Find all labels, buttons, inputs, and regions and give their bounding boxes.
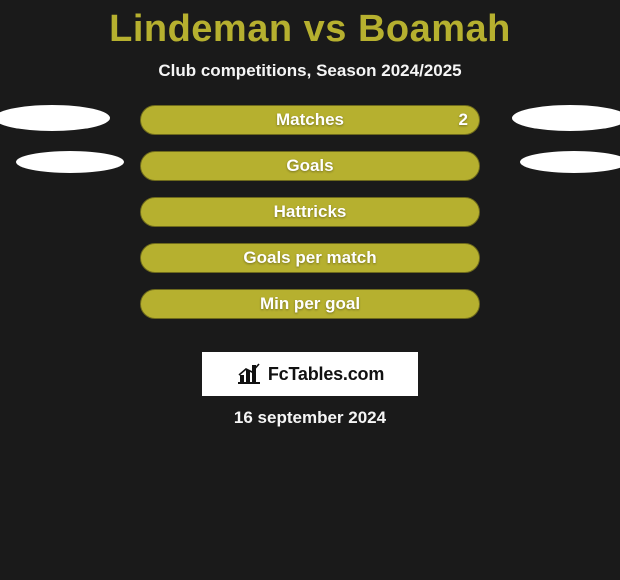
date-text: 16 september 2024 — [0, 408, 620, 428]
brand-logo: FcTables.com — [202, 352, 418, 396]
stat-bar — [140, 243, 480, 273]
page-subtitle: Club competitions, Season 2024/2025 — [0, 61, 620, 81]
stat-bar — [140, 105, 480, 135]
side-ellipse-right — [520, 151, 620, 173]
stat-bar — [140, 197, 480, 227]
stat-row: Min per goal — [0, 289, 620, 319]
stat-row: Hattricks — [0, 197, 620, 227]
side-ellipse-right — [512, 105, 620, 131]
brand-logo-text: FcTables.com — [268, 364, 384, 385]
page-title: Lindeman vs Boamah — [0, 0, 620, 51]
stat-rows: Matches 2 Goals Hattricks Goals per matc… — [0, 105, 620, 319]
chart-icon — [236, 363, 262, 385]
stat-row: Goals per match — [0, 243, 620, 273]
stat-row: Matches 2 — [0, 105, 620, 135]
stat-bar — [140, 289, 480, 319]
stat-row: Goals — [0, 151, 620, 181]
side-ellipse-left — [16, 151, 124, 173]
stat-bar — [140, 151, 480, 181]
side-ellipse-left — [0, 105, 110, 131]
